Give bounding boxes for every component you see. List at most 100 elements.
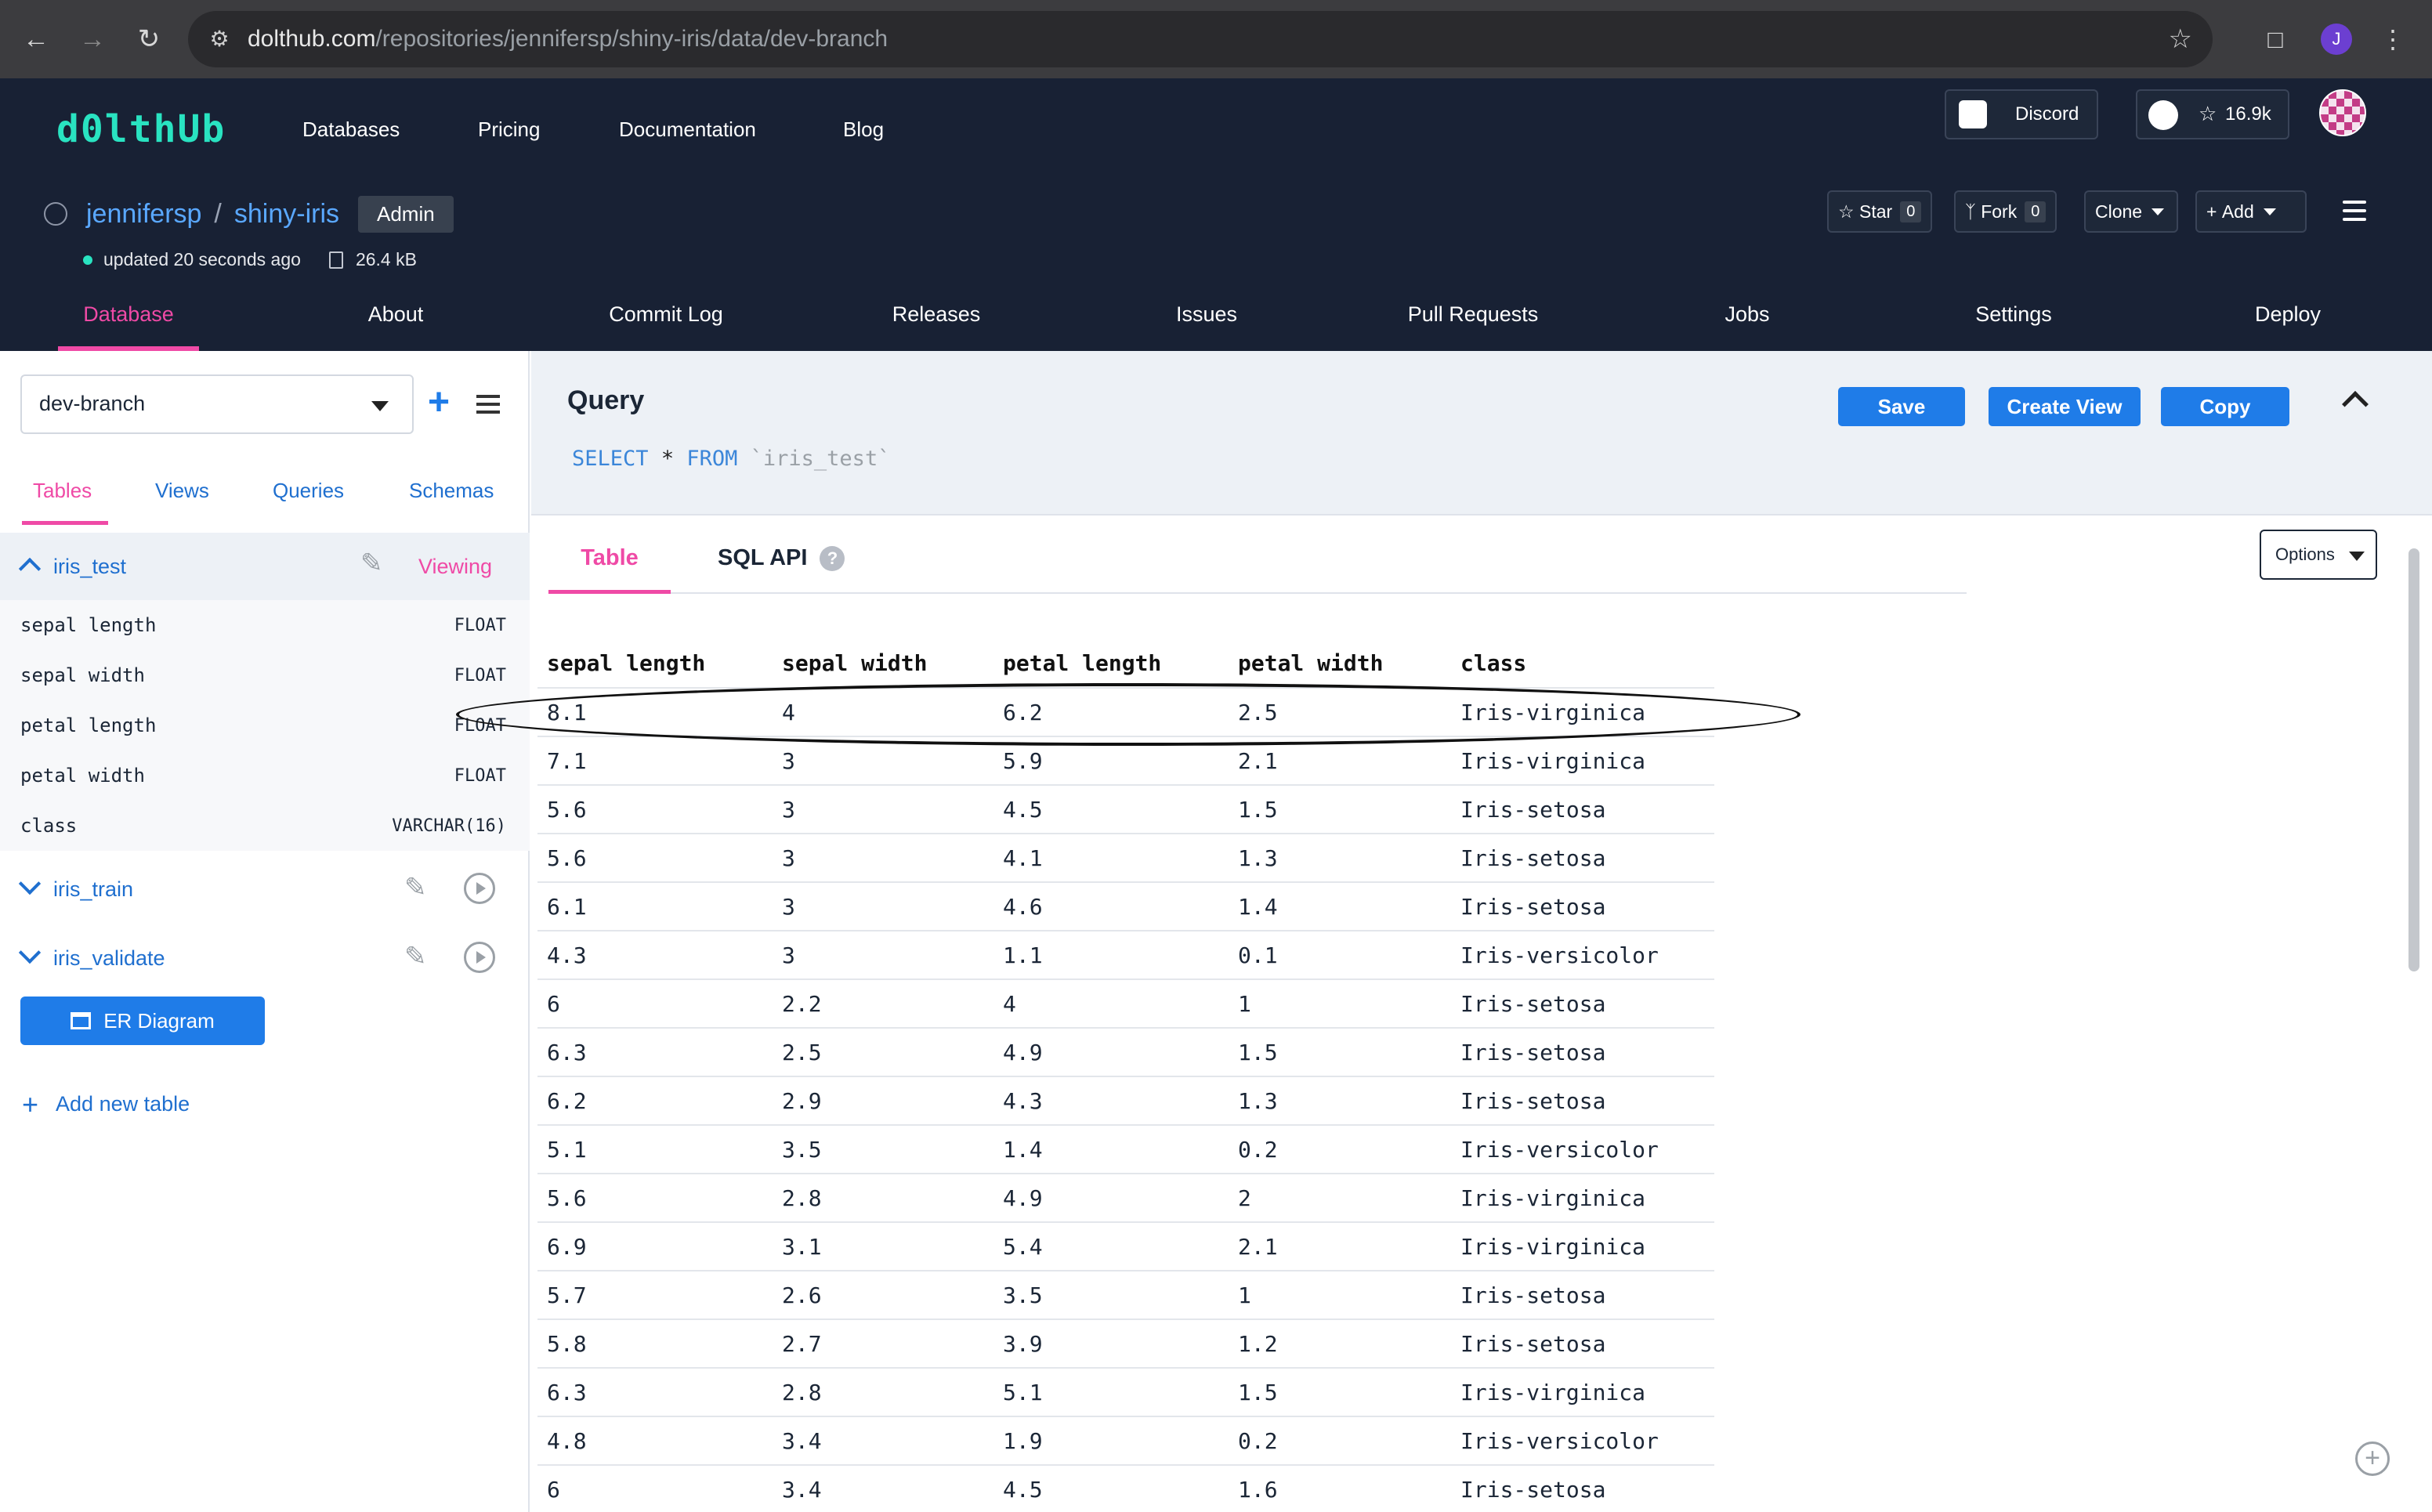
table-cell[interactable]: 1.3 — [1229, 833, 1451, 882]
table-row[interactable]: 4.8 3.4 1.9 0.2 Iris-versicolor — [537, 1416, 1714, 1465]
dolthub-logo[interactable]: d0lthUb — [56, 107, 226, 151]
table-cell[interactable]: Iris-setosa — [1451, 1464, 1714, 1512]
zoom-plus-icon[interactable]: + — [2355, 1441, 2390, 1476]
table-cell[interactable]: 2.7 — [773, 1318, 993, 1368]
table-cell[interactable]: 4.9 — [993, 1173, 1229, 1222]
table-cell[interactable]: 2.8 — [773, 1367, 993, 1416]
table-cell[interactable]: 5.6 — [537, 1173, 773, 1222]
tab-schemas[interactable]: Schemas — [409, 479, 494, 502]
branch-menu-icon[interactable] — [476, 395, 500, 418]
table-cell[interactable]: 1.5 — [1229, 784, 1451, 834]
table-item-iris-validate[interactable]: iris_validate ✎ — [0, 928, 530, 993]
table-cell[interactable]: 1.9 — [993, 1416, 1229, 1465]
table-cell[interactable]: Iris-virginica — [1451, 1173, 1714, 1222]
table-cell[interactable]: 3 — [773, 881, 993, 931]
table-cell[interactable]: 2.6 — [773, 1270, 993, 1319]
table-cell[interactable]: 3 — [773, 784, 993, 834]
column-header[interactable]: sepal length — [547, 650, 706, 676]
table-row[interactable]: 6.3 2.5 4.9 1.5 Iris-setosa — [537, 1027, 1714, 1076]
table-item-iris-test[interactable]: iris_test ✎ Viewing — [0, 533, 530, 600]
table-cell[interactable]: Iris-setosa — [1451, 784, 1714, 834]
repo-owner-link[interactable]: jennifersp — [86, 198, 202, 229]
table-cell[interactable]: 4.5 — [993, 1464, 1229, 1512]
table-cell[interactable]: 1.3 — [1229, 1076, 1451, 1125]
table-row[interactable]: 7.1 3 5.9 2.1 Iris-virginica — [537, 736, 1714, 785]
table-cell[interactable]: 6 — [537, 1464, 773, 1512]
column-header[interactable]: petal width — [1238, 650, 1384, 676]
nav-pricing[interactable]: Pricing — [478, 118, 541, 141]
collapse-chevron-up-icon[interactable] — [2342, 391, 2369, 418]
vertical-scrollbar[interactable] — [2408, 548, 2419, 971]
table-cell[interactable]: 1.4 — [1229, 881, 1451, 931]
table-cell[interactable]: Iris-virginica — [1451, 1367, 1714, 1416]
table-cell[interactable]: 1.5 — [1229, 1027, 1451, 1076]
chevron-up-icon[interactable] — [18, 557, 42, 581]
tab-settings[interactable]: Settings — [1975, 302, 2052, 326]
table-cell[interactable]: Iris-virginica — [1451, 736, 1714, 785]
table-cell[interactable]: 4.9 — [993, 1027, 1229, 1076]
table-row[interactable]: 5.6 3 4.5 1.5 Iris-setosa — [537, 784, 1714, 834]
table-cell[interactable]: 2 — [1229, 1173, 1451, 1222]
table-cell[interactable]: Iris-virginica — [1451, 687, 1714, 736]
table-cell[interactable]: 5.1 — [537, 1124, 773, 1174]
table-cell[interactable]: Iris-setosa — [1451, 1027, 1714, 1076]
column-header[interactable]: sepal width — [782, 650, 928, 676]
user-avatar[interactable] — [2319, 89, 2366, 136]
table-cell[interactable]: 6 — [537, 978, 773, 1028]
table-cell[interactable]: 2.5 — [773, 1027, 993, 1076]
add-new-table-link[interactable]: + Add new table — [22, 1087, 190, 1120]
table-cell[interactable]: 0.1 — [1229, 930, 1451, 979]
table-cell[interactable]: 1 — [1229, 978, 1451, 1028]
tab-queries[interactable]: Queries — [273, 479, 345, 502]
table-cell[interactable]: 2.9 — [773, 1076, 993, 1125]
table-name[interactable]: iris_validate — [53, 946, 165, 970]
table-row[interactable]: 6.1 3 4.6 1.4 Iris-setosa — [537, 881, 1714, 931]
table-cell[interactable]: 4 — [773, 687, 993, 736]
table-cell[interactable]: 3.1 — [773, 1221, 993, 1271]
tab-about[interactable]: About — [367, 302, 424, 326]
table-cell[interactable]: 1.6 — [1229, 1464, 1451, 1512]
table-cell[interactable]: 7.1 — [537, 736, 773, 785]
table-cell[interactable]: 4 — [993, 978, 1229, 1028]
extensions-icon[interactable]: □ — [2267, 25, 2283, 53]
site-settings-icon[interactable]: ⚙ — [209, 27, 230, 51]
table-cell[interactable]: 3 — [773, 833, 993, 882]
browser-menu-icon[interactable]: ⋮ — [2380, 25, 2405, 53]
fork-button[interactable]: ᛉ Fork 0 — [1954, 190, 2057, 233]
table-cell[interactable]: 4.3 — [537, 930, 773, 979]
table-cell[interactable]: 0.2 — [1229, 1124, 1451, 1174]
table-row[interactable]: 6.2 2.9 4.3 1.3 Iris-setosa — [537, 1076, 1714, 1125]
table-cell[interactable]: 2.1 — [1229, 1221, 1451, 1271]
sql-editor[interactable]: SELECT * FROM `iris_test` — [572, 447, 891, 471]
table-cell[interactable]: 5.6 — [537, 833, 773, 882]
edit-pencil-icon[interactable]: ✎ — [404, 873, 427, 902]
table-cell[interactable]: 0.2 — [1229, 1416, 1451, 1465]
table-cell[interactable]: Iris-virginica — [1451, 1221, 1714, 1271]
table-cell[interactable]: 3.4 — [773, 1464, 993, 1512]
er-diagram-button[interactable]: ER Diagram — [20, 997, 265, 1045]
tab-releases[interactable]: Releases — [892, 302, 981, 326]
table-cell[interactable]: 3 — [773, 736, 993, 785]
column-header[interactable]: petal length — [1003, 650, 1162, 676]
nav-documentation[interactable]: Documentation — [619, 118, 756, 141]
table-cell[interactable]: 5.4 — [993, 1221, 1229, 1271]
table-row[interactable]: 5.8 2.7 3.9 1.2 Iris-setosa — [537, 1318, 1714, 1368]
chevron-down-icon[interactable] — [18, 941, 42, 964]
table-cell[interactable]: Iris-setosa — [1451, 1076, 1714, 1125]
github-stars-button[interactable]: ☆ 16.9k — [2136, 89, 2289, 139]
table-cell[interactable]: Iris-versicolor — [1451, 1416, 1714, 1465]
tab-jobs[interactable]: Jobs — [1724, 302, 1770, 326]
table-cell[interactable]: 1 — [1229, 1270, 1451, 1319]
tab-table[interactable]: Table — [548, 541, 671, 594]
branch-selector[interactable]: dev-branch — [20, 374, 414, 434]
tab-commit-log[interactable]: Commit Log — [609, 302, 723, 326]
table-cell[interactable]: Iris-versicolor — [1451, 1124, 1714, 1174]
new-branch-plus-icon[interactable]: + — [428, 382, 451, 423]
clone-dropdown[interactable]: Clone — [2084, 190, 2178, 233]
table-row[interactable]: 6.3 2.8 5.1 1.5 Iris-virginica — [537, 1367, 1714, 1416]
table-cell[interactable]: 5.6 — [537, 784, 773, 834]
help-icon[interactable]: ? — [820, 546, 845, 572]
table-cell[interactable]: 6.3 — [537, 1367, 773, 1416]
discord-button[interactable]: Discord — [1945, 89, 2098, 139]
options-dropdown[interactable]: Options — [2260, 530, 2377, 580]
